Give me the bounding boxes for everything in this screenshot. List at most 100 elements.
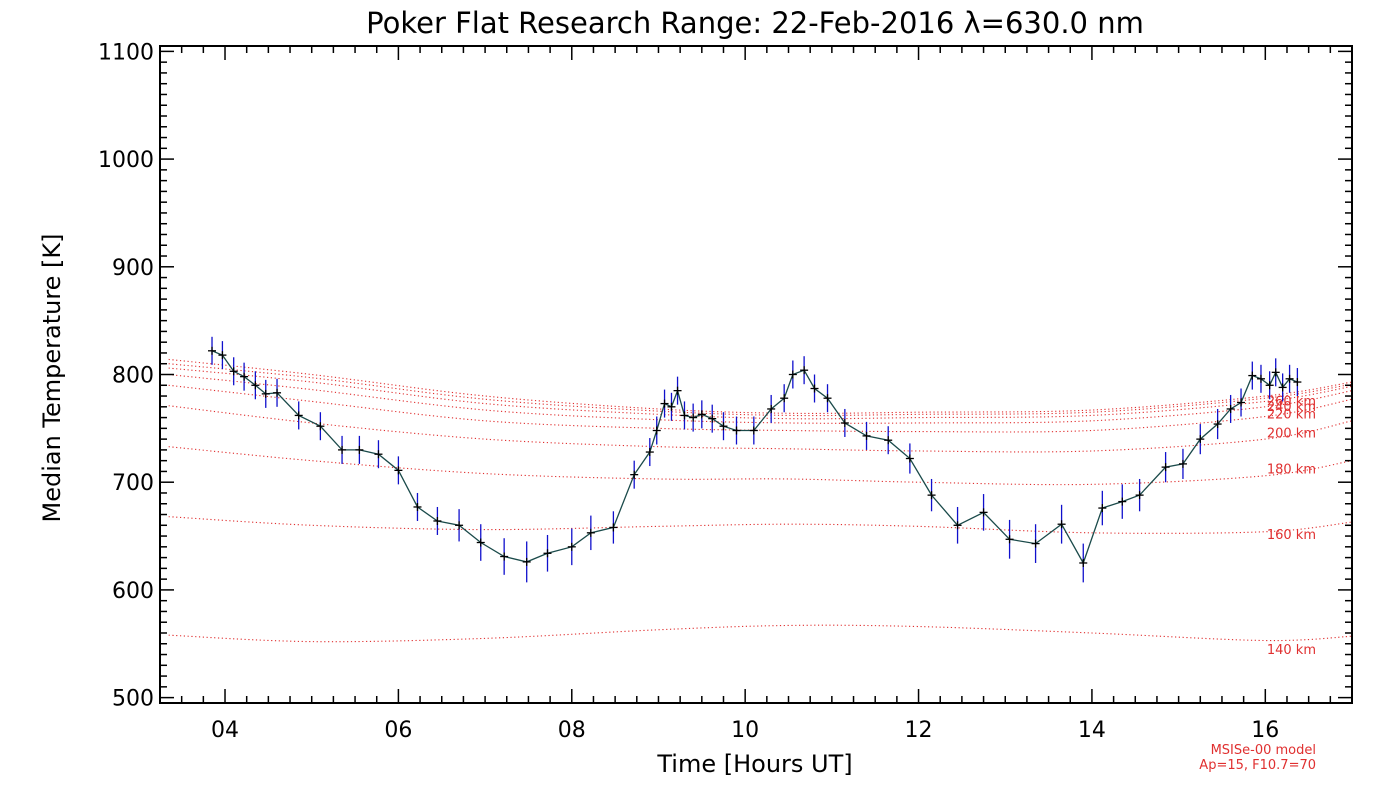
data-point [374,450,383,459]
model-curve [168,516,1352,534]
data-point [476,538,485,547]
data-point [229,367,238,376]
data-point [567,542,576,551]
data-point [1285,374,1294,383]
data-point [788,370,797,379]
model-curve-label: 240 km [1267,400,1316,415]
data-point [823,394,832,403]
y-tick-label: 500 [112,687,154,712]
model-curve-label: 260 km [1267,394,1316,409]
data-point [261,389,270,398]
data-point [953,521,962,530]
x-tick-label: 16 [1251,718,1279,743]
data-point [1256,374,1265,383]
model-curve-label: 200 km [1267,427,1316,442]
data-point [1278,383,1287,392]
data-series [208,336,1302,583]
data-point [645,448,654,457]
data-point [609,523,618,532]
y-tick-label: 700 [112,471,154,496]
data-point [810,384,819,393]
model-curve [168,624,1352,643]
chart-title: Poker Flat Research Range: 22-Feb-2016 λ… [366,6,1144,40]
data-point [800,366,809,375]
data-point [1118,497,1127,506]
model-note-line1: MSISe-00 model [1211,743,1316,758]
data-point [680,411,689,420]
model-curve [168,373,1352,424]
data-point [840,418,849,427]
data-point [732,426,741,435]
data-point [1265,381,1274,390]
data-point [355,445,364,454]
data-point [1237,398,1246,407]
data-point [1178,459,1187,468]
data-point [455,521,464,530]
data-point [1031,539,1040,548]
x-tick-label: 10 [731,718,759,743]
data-point [240,372,249,381]
data-point [1161,463,1170,472]
data-point [1293,378,1302,387]
model-curve [168,358,1352,414]
data-point [927,491,936,500]
data-point [500,552,509,561]
data-point [208,346,217,355]
data-point [1213,420,1222,429]
model-curve-label: 180 km [1267,462,1316,477]
model-curve-label: 140 km [1267,643,1316,658]
model-curve-label: 220 km [1267,407,1316,422]
data-point [673,386,682,395]
x-axis-label: Time [Hours UT] [656,750,852,778]
data-point [708,414,717,423]
y-tick-label: 1100 [98,40,154,65]
x-tick-label: 14 [1078,718,1106,743]
data-point [630,470,639,479]
data-point [522,557,531,566]
data-point [586,528,595,537]
model-curve [168,367,1352,420]
model-note-line2: Ap=15, F10.7=70 [1199,758,1316,773]
data-point [1271,368,1280,377]
y-tick-label: 900 [112,256,154,281]
data-point [905,454,914,463]
x-tick-label: 08 [558,718,586,743]
x-tick-label: 04 [211,718,239,743]
data-point [719,422,728,431]
data-point [394,466,403,475]
plot-frame [159,45,1353,704]
model-curve [168,405,1352,453]
data-point [1005,535,1014,544]
data-point [652,426,661,435]
data-point [1248,371,1257,380]
data-point [767,404,776,413]
model-curve [168,363,1352,417]
data-point [294,411,303,420]
x-tick-label: 12 [905,718,933,743]
data-point [251,381,260,390]
data-point [979,508,988,517]
data-point [1196,435,1205,444]
data-point [433,516,442,525]
data-point [413,502,422,511]
data-point [780,394,789,403]
data-point [1098,504,1107,513]
data-point [218,351,227,360]
y-axis-label: Median Temperature [K] [38,233,66,522]
data-point [1079,558,1088,567]
series-line [211,350,1298,565]
data-point [1057,520,1066,529]
model-curve [168,384,1352,433]
data-point [273,388,282,397]
data-point [316,422,325,431]
data-point [660,399,669,408]
y-tick-label: 600 [112,579,154,604]
data-point [667,402,676,411]
data-point [749,426,758,435]
data-point [862,431,871,440]
data-point [884,436,893,445]
data-point [689,413,698,422]
data-point [1226,404,1235,413]
